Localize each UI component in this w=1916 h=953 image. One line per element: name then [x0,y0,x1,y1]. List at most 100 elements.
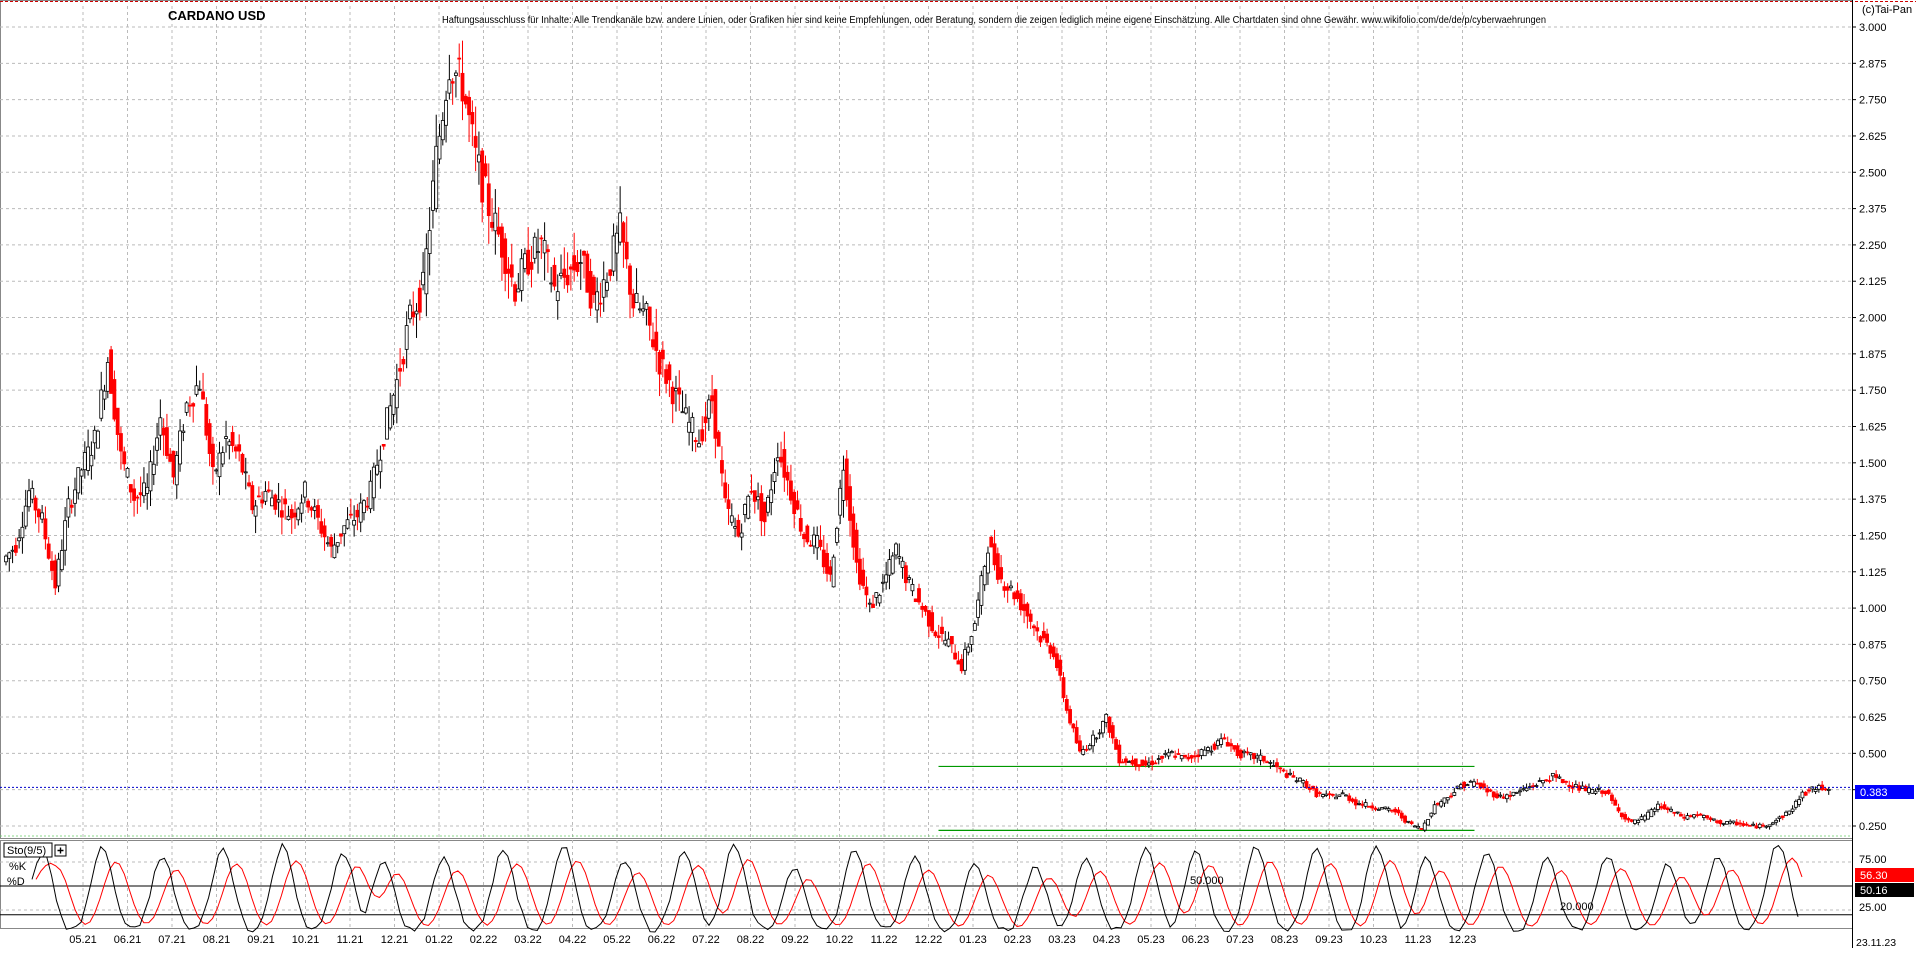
candle-body [145,486,150,494]
candle-body [621,222,626,243]
candle-body [825,552,829,574]
candle-body [490,221,494,228]
candle-body [1826,788,1831,791]
candle-body [1738,822,1742,825]
candle-body [1675,811,1680,814]
candle-body [414,310,419,315]
candle-body [1711,818,1716,821]
candle-body [279,510,284,518]
candle-body [161,427,166,436]
candle-body [1084,748,1089,751]
candle-body [1807,789,1811,792]
x-tick-label: 03.22 [514,934,542,946]
candle-body [713,389,718,439]
candle-body [854,529,859,563]
candle-body [923,606,928,612]
candle-body [66,498,71,518]
candle-body [1416,826,1421,829]
candle-body [1068,709,1072,724]
candle-body [690,416,695,433]
candle-body [63,520,68,551]
candle-body [864,586,869,596]
candle-body [775,457,780,462]
candle-body [201,391,205,400]
candle-body [1242,750,1247,754]
candle-body [1511,791,1516,796]
candle-body [1790,808,1795,812]
candle-body [1396,809,1401,814]
candle-body [631,293,636,309]
candle-body [1534,785,1539,787]
candle-body [86,446,91,471]
candle-body [1258,754,1263,761]
candle-body [1823,788,1828,791]
candle-body [207,423,212,454]
candlesticks [4,40,1831,833]
x-tick-label: 06.21 [114,934,142,946]
y-tick-label: 2.375 [1859,204,1887,216]
candle-body [1567,784,1572,788]
candle-body [79,469,84,477]
candle-body [92,429,97,444]
candle-body [552,264,557,287]
candle-body [1094,737,1099,740]
candle-body [1725,821,1729,825]
stochastic-title-box [3,842,53,858]
candle-body [322,525,327,538]
candle-body [1495,793,1499,799]
x-tick-label: 08.23 [1271,934,1299,946]
candle-body [992,543,997,566]
candle-body [440,120,445,141]
candle-body [1025,603,1030,617]
candle-body [1698,813,1703,816]
candle-body [749,490,754,493]
candle-body [529,261,534,270]
candle-body [555,291,560,302]
candle-body [582,250,586,256]
candle-body [217,452,222,478]
candle-body [302,481,307,498]
candle-body [132,488,136,501]
candle-body [53,560,58,589]
candle-body [697,443,701,448]
candle-body [411,311,416,318]
candle-body [762,501,767,523]
candle-body [148,461,153,492]
candle-body [1196,754,1201,758]
candle-body [1255,755,1260,759]
candle-body [1531,785,1536,788]
candle-body [1327,793,1332,796]
candle-body [270,497,274,507]
candle-body [795,500,800,510]
candle-body [1091,734,1095,747]
candle-body [785,471,790,481]
candle-body [243,471,248,474]
candle-body [1173,755,1178,758]
last-price-label: 0.383 [1860,787,1888,799]
last-price-box [1855,785,1914,799]
candle-body [1554,774,1559,778]
candle-body [1406,820,1411,823]
candle-body [437,135,442,160]
candle-body [677,387,682,395]
candle-body [1383,806,1388,809]
candle-body [1692,814,1696,818]
candle-body [743,504,747,515]
candle-body [1705,815,1710,819]
candle-body [680,411,685,414]
candle-body [703,416,708,424]
candle-body [1156,758,1161,761]
candle-body [897,556,902,559]
candle-body [82,452,87,471]
candle-body [181,430,186,433]
x-tick-label: 12.23 [1449,934,1477,946]
candle-body [614,232,619,254]
x-tick-label: 12.22 [915,934,943,946]
candle-body [953,652,958,660]
candle-body [999,567,1004,580]
candle-body [716,431,721,447]
candle-body [812,534,816,547]
x-tick-label: 08.21 [203,934,231,946]
candle-body [1307,787,1312,790]
candle-body [1393,808,1398,813]
